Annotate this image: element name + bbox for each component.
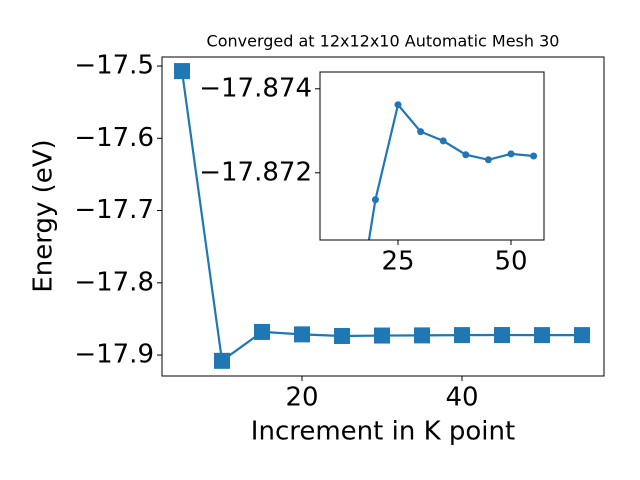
marker <box>417 128 425 136</box>
marker <box>462 151 470 159</box>
y-tick-label: −17.9 <box>74 340 154 370</box>
marker <box>374 327 390 344</box>
marker <box>484 156 492 164</box>
axes-frame <box>161 56 605 377</box>
marker <box>530 152 538 160</box>
y-tick-label: −17.8 <box>74 267 154 297</box>
marker <box>371 196 379 204</box>
marker <box>534 327 550 344</box>
y-tick-label: −17.6 <box>74 123 154 153</box>
axes-frame <box>319 71 545 241</box>
chart-title: Converged at 12x12x10 Automatic Mesh 30 <box>207 32 560 51</box>
marker <box>494 327 510 344</box>
y-axis-label: Energy (eV) <box>29 139 59 292</box>
y-tick-label: −17.5 <box>74 51 154 81</box>
marker <box>334 327 350 344</box>
x-tick-label: 25 <box>381 247 414 277</box>
marker <box>214 352 230 369</box>
x-tick-label: 20 <box>285 383 318 413</box>
y-tick-label: −17.872 <box>199 157 312 187</box>
y-tick-label: −17.874 <box>199 73 312 103</box>
marker <box>454 327 470 344</box>
marker <box>439 137 447 145</box>
marker <box>294 326 310 343</box>
marker <box>394 101 402 109</box>
x-axis-label: Increment in K point <box>251 417 515 447</box>
y-tick-label: −17.7 <box>74 195 154 225</box>
marker <box>414 327 430 344</box>
marker <box>507 150 515 158</box>
marker <box>254 323 270 340</box>
plot-content <box>174 63 590 369</box>
x-tick-label: 40 <box>445 383 478 413</box>
x-tick-label: 50 <box>494 247 527 277</box>
marker <box>174 63 190 80</box>
marker <box>574 327 590 344</box>
plot-content <box>367 101 538 240</box>
